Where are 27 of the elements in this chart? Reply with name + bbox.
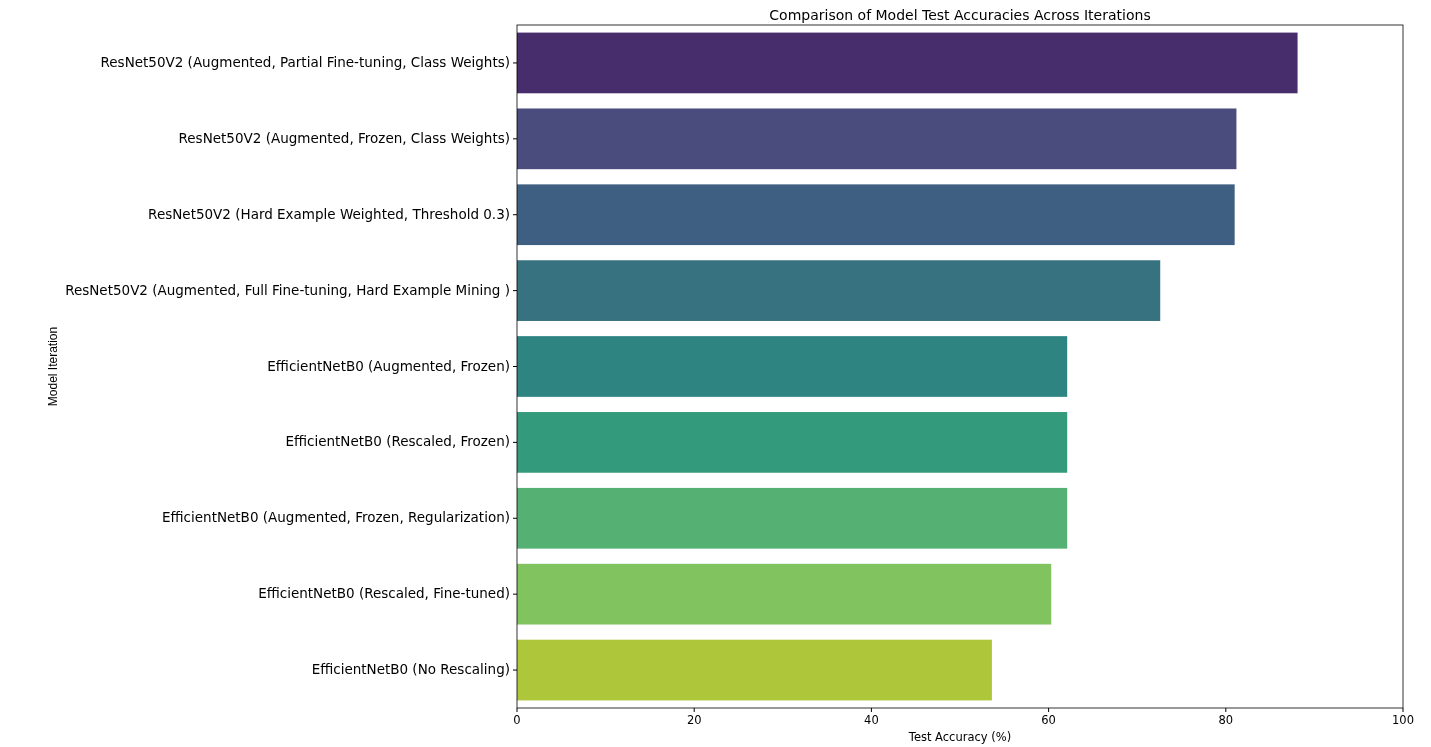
chart-title: Comparison of Model Test Accuracies Across Iterations: [769, 7, 1151, 23]
bar: [517, 563, 1052, 625]
bar: [517, 32, 1298, 94]
bar: [517, 639, 992, 701]
y-tick-label: ResNet50V2 (Hard Example Weighted, Threshold 0.3): [148, 205, 510, 222]
y-tick-label: EfficientNetB0 (Augmented, Frozen, Regularization): [162, 509, 510, 526]
x-tick-label: 80: [1218, 713, 1234, 727]
bar: [517, 336, 1068, 397]
y-tick-label: ResNet50V2 (Augmented, Frozen, Class Weights): [178, 129, 510, 146]
bar: [517, 487, 1068, 549]
y-tick-label: EfficientNetB0 (Rescaled, Frozen): [285, 433, 510, 450]
y-axis-title: Model Iteration: [46, 326, 61, 407]
y-tick-label: EfficientNetB0 (Augmented, Frozen): [267, 357, 510, 374]
x-tick-label: 0: [513, 713, 521, 727]
y-tick-label: EfficientNetB0 (Rescaled, Fine-tuned): [258, 585, 510, 602]
x-tick-label: 100: [1392, 713, 1414, 727]
x-tick-label: 20: [686, 713, 702, 727]
x-axis-title: Test Accuracy (%): [907, 730, 1012, 744]
bar: [517, 184, 1235, 246]
bar: [517, 108, 1237, 170]
y-tick-label: ResNet50V2 (Augmented, Partial Fine-tuning, Class Weights): [100, 53, 510, 70]
bar: [517, 260, 1161, 321]
y-tick-label: ResNet50V2 (Augmented, Full Fine-tuning, Hard Example Mining ): [65, 281, 510, 298]
y-tick-label: EfficientNetB0 (No Rescaling): [311, 661, 510, 678]
x-tick-label: 60: [1041, 713, 1056, 727]
bar: [517, 412, 1068, 473]
x-tick-label: 40: [864, 713, 879, 727]
